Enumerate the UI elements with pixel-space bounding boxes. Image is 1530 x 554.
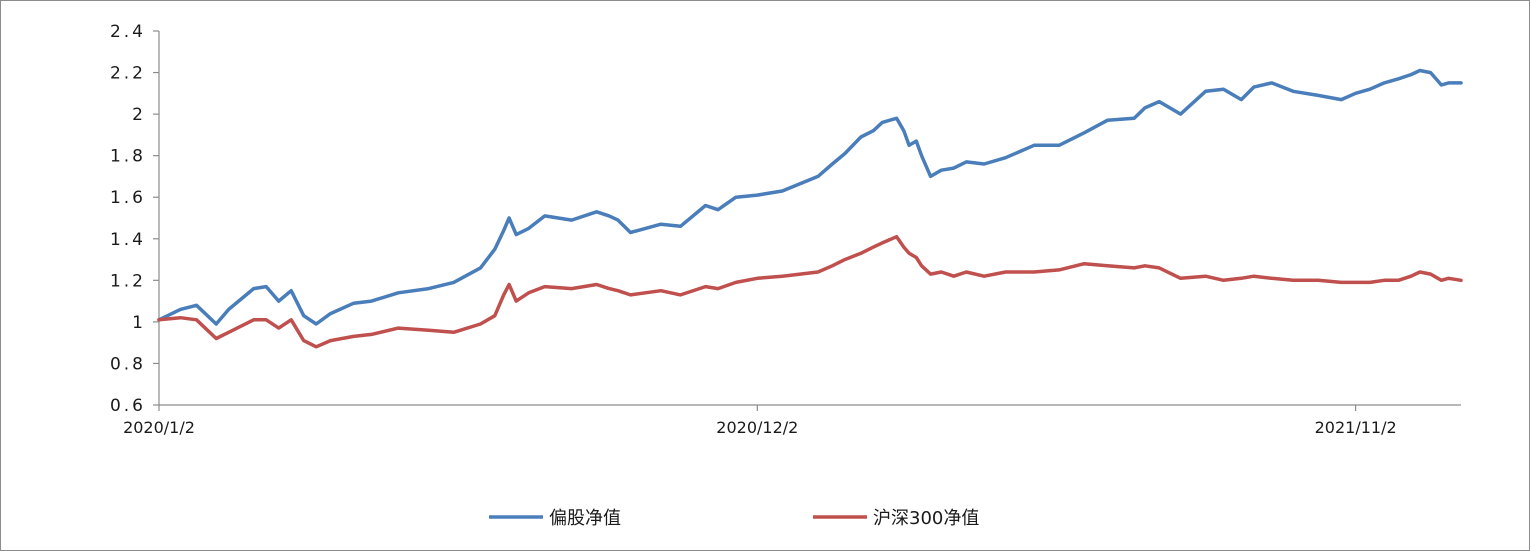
series-layer bbox=[157, 68, 1463, 349]
x-tick-label: 2020/1/2 bbox=[123, 418, 195, 437]
chart-axes: 0.6 0.8 1 1.2 1.4 1.6 1.8 2 2.2 2.4 2020/1/2 2020/1… bbox=[110, 22, 1461, 437]
x-tick-label: 2021/11/2 bbox=[1315, 418, 1397, 437]
series-line-1 bbox=[157, 68, 1463, 326]
y-tick-label: 1 bbox=[132, 313, 146, 333]
y-tick-label: 2.2 bbox=[110, 64, 146, 84]
y-tick-label: 2.4 bbox=[110, 22, 146, 42]
y-tick-label: 1.6 bbox=[110, 188, 146, 208]
legend: 偏股净值 沪深300净值 bbox=[489, 508, 979, 529]
y-tick-label: 1.2 bbox=[110, 271, 146, 291]
legend-label-2: 沪深300净值 bbox=[873, 508, 979, 529]
y-tick-label: 1.4 bbox=[110, 230, 146, 250]
x-tick-label: 2020/12/2 bbox=[716, 418, 798, 437]
y-tick-label: 0.6 bbox=[110, 396, 146, 416]
series-line-2 bbox=[157, 234, 1463, 349]
y-tick-label: 0.8 bbox=[110, 354, 146, 374]
y-tick-label: 2 bbox=[132, 105, 146, 125]
y-tick-label: 1.8 bbox=[110, 147, 146, 167]
legend-label-1: 偏股净值 bbox=[549, 508, 621, 529]
